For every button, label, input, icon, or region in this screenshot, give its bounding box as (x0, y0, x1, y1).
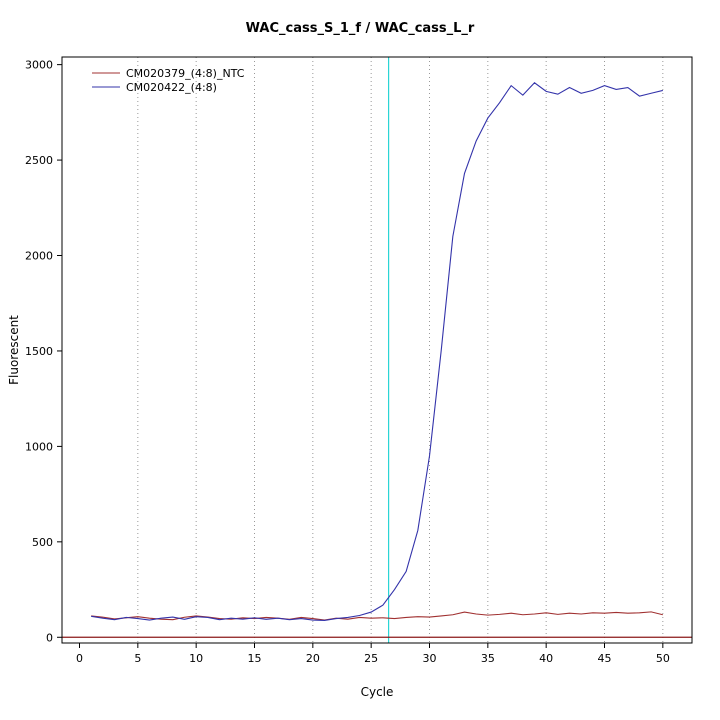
y-tick-label: 1500 (25, 345, 53, 358)
chart-title: WAC_cass_S_1_f / WAC_cass_L_r (245, 21, 475, 36)
x-tick-label: 50 (656, 652, 670, 665)
y-tick-label: 500 (32, 536, 53, 549)
x-tick-label: 0 (76, 652, 83, 665)
series-line-0 (91, 611, 663, 621)
series-line-1 (91, 82, 663, 622)
y-tick-label: 2500 (25, 154, 53, 167)
y-tick-label: 0 (46, 631, 53, 644)
x-tick-label: 20 (306, 652, 320, 665)
x-tick-label: 15 (248, 652, 262, 665)
x-tick-label: 35 (481, 652, 495, 665)
y-tick-label: 1000 (25, 440, 53, 453)
x-tick-label: 10 (189, 652, 203, 665)
x-axis-label: Cycle (360, 685, 394, 699)
x-tick-label: 40 (539, 652, 553, 665)
plot-border (61, 56, 693, 644)
x-tick-label: 25 (364, 652, 378, 665)
legend-label: CM020379_(4:8)_NTC (126, 67, 245, 80)
x-tick-label: 5 (134, 652, 141, 665)
y-tick-label: 2000 (25, 250, 53, 263)
y-tick-label: 3000 (25, 59, 53, 72)
x-tick-label: 30 (423, 652, 437, 665)
x-tick-label: 45 (598, 652, 612, 665)
legend-label: CM020422_(4:8) (126, 81, 217, 94)
